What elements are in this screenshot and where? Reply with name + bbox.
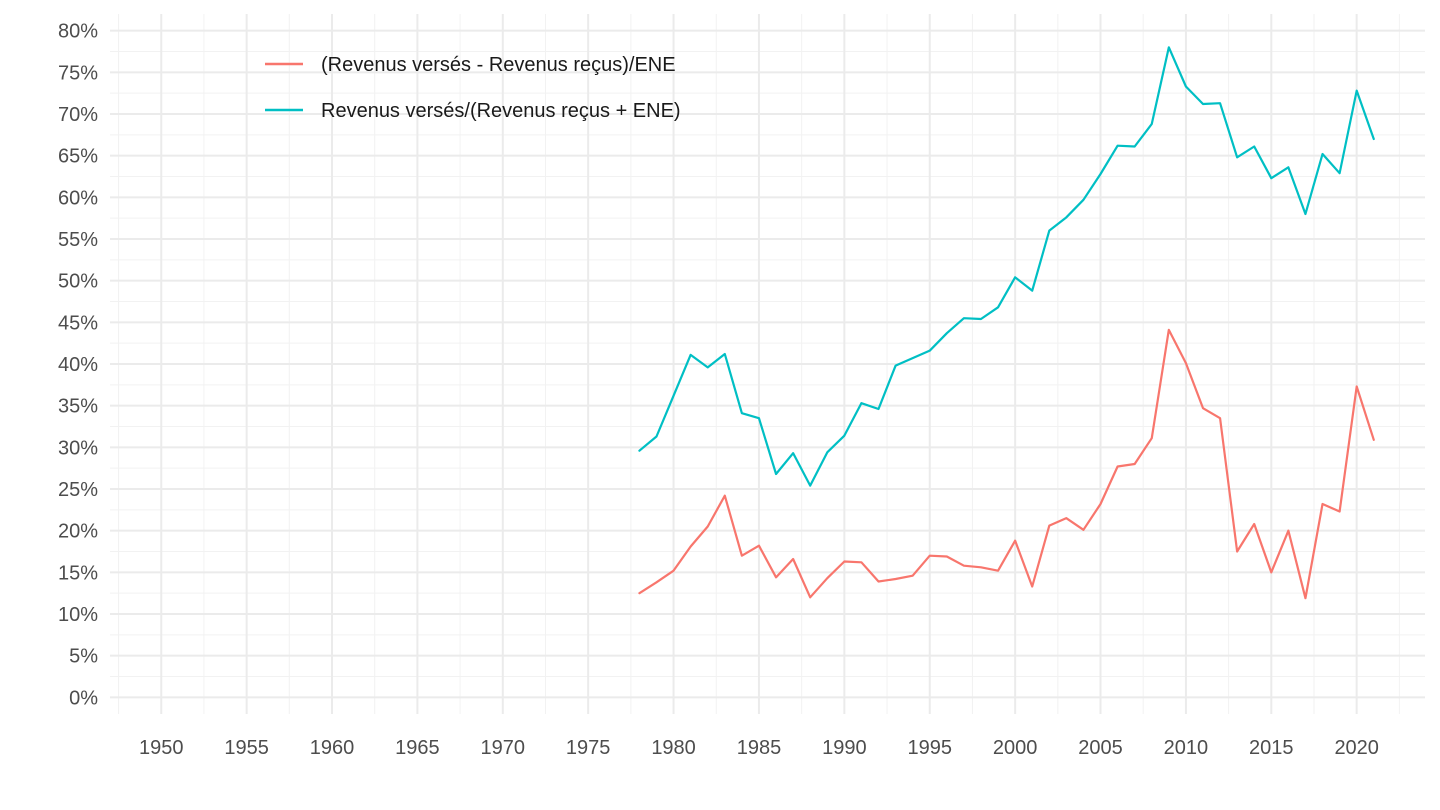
y-tick-label: 5% [69,646,98,668]
major-grid-y [110,29,1425,699]
y-tick-label: 35% [58,396,98,418]
y-tick-label: 60% [58,187,98,209]
y-axis-tick-labels: 0% 5% 10% 15% 20% 25% 30% 35% 40% 45% 50% 55% 60% 65%… [58,21,98,710]
major-grid-x [160,14,1358,714]
x-tick-label: 1985 [737,737,782,759]
x-tick-label: 1955 [224,737,269,759]
x-tick-label: 1970 [481,737,526,759]
x-tick-label: 2000 [993,737,1038,759]
x-axis-tick-labels: 1950 1955 1960 1965 1970 1975 1980 1985 1990 1995… [139,737,1379,759]
y-tick-label: 15% [58,562,98,584]
x-tick-label: 1995 [907,737,952,759]
y-tick-label: 75% [58,62,98,84]
y-tick-label: 55% [58,229,98,251]
x-tick-label: 2005 [1078,737,1123,759]
y-tick-label: 20% [58,521,98,543]
y-tick-label: 80% [58,21,98,43]
y-tick-label: 50% [58,271,98,293]
legend-label-1: (Revenus versés - Revenus reçus)/ENE [321,54,676,76]
y-tick-label: 45% [58,312,98,334]
x-tick-label: 2015 [1249,737,1294,759]
x-tick-label: 2010 [1164,737,1209,759]
x-tick-label: 1990 [822,737,867,759]
legend: (Revenus versés - Revenus reçus)/ENE Reve… [265,54,681,122]
x-tick-label: 1950 [139,737,184,759]
y-tick-label: 70% [58,104,98,126]
series-line-2 [638,46,1375,487]
series-line-1 [638,328,1375,600]
y-tick-label: 0% [69,687,98,709]
minor-grid-y [110,51,1425,677]
legend-label-2: Revenus versés/(Revenus reçus + ENE) [321,100,681,122]
y-tick-label: 30% [58,437,98,459]
x-tick-label: 2020 [1334,737,1379,759]
y-tick-label: 65% [58,146,98,168]
x-tick-label: 1975 [566,737,611,759]
y-tick-label: 10% [58,604,98,626]
y-tick-label: 40% [58,354,98,376]
x-tick-label: 1960 [310,737,355,759]
x-tick-label: 1980 [651,737,696,759]
y-tick-label: 25% [58,479,98,501]
series-lines [638,46,1375,600]
x-tick-label: 1965 [395,737,440,759]
